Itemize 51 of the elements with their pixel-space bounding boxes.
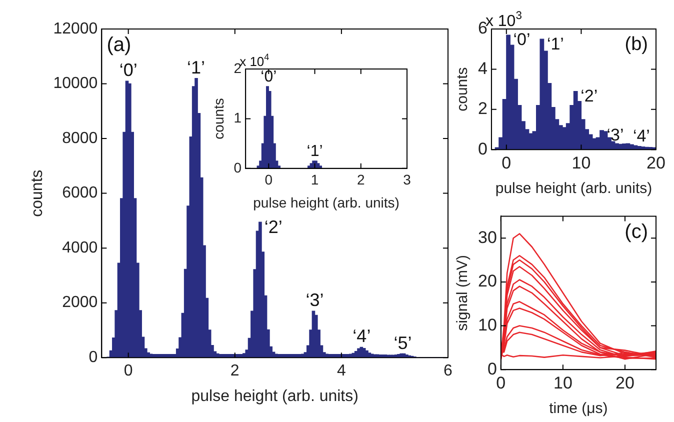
x-tick-label: 10 <box>553 373 572 392</box>
annotation: ‘1’ <box>546 34 564 54</box>
y-tick-label: 10000 <box>53 75 98 92</box>
x-tick-label: 20 <box>616 373 634 392</box>
annotation: ‘4’ <box>632 126 650 146</box>
x-axis-title: pulse height (arb. units) <box>253 194 400 210</box>
y-tick-label: 6000 <box>62 184 98 202</box>
x-tick-label: 0 <box>264 172 273 188</box>
y-tick-label: 1 <box>234 110 242 126</box>
annotation: ‘4’ <box>352 326 371 346</box>
annotation: ‘0’ <box>119 60 138 80</box>
annotation: (a) <box>106 34 132 56</box>
x-tick-label: 4 <box>336 362 346 380</box>
y-tick-label: 4 <box>478 58 488 78</box>
y-tick-label: 30 <box>478 228 497 247</box>
x-tick-label: 0 <box>502 153 512 172</box>
y-tick-label: 2 <box>478 99 488 118</box>
annotation: ‘0’ <box>513 30 530 50</box>
y-tick-label: 4000 <box>62 239 98 256</box>
annotation: ‘3’ <box>606 126 624 145</box>
x-axis-title: pulse height (arb. units) <box>191 388 358 405</box>
annotation: ‘3’ <box>306 290 324 310</box>
y-tick-label: 8000 <box>62 130 98 147</box>
annotation: ‘5’ <box>394 332 412 353</box>
annotation: ‘2’ <box>580 86 598 106</box>
x-tick-label: 20 <box>646 153 666 172</box>
annotation: (b) <box>624 34 648 55</box>
y-tick-label: 0 <box>88 349 98 366</box>
x-tick-label: 2 <box>356 172 365 188</box>
y-axis-title: counts <box>210 98 226 140</box>
annotation: (c) <box>624 221 648 244</box>
annotation: ‘2’ <box>264 216 282 237</box>
y-tick-label: 0 <box>478 139 488 158</box>
y-axis-title: counts <box>454 67 472 112</box>
x-tick-label: 3 <box>403 172 412 188</box>
y-axis-title: signal (mV) <box>454 254 472 331</box>
y-tick-label: 2000 <box>62 294 98 312</box>
y-tick-label: 10 <box>478 315 497 334</box>
x-axis-title: time (μs) <box>549 400 608 418</box>
annotation: ‘1’ <box>186 57 206 78</box>
x-tick-label: 1 <box>310 172 319 188</box>
y-tick-label: 6 <box>478 18 488 38</box>
x-axis-title: pulse height (arb. units) <box>495 180 652 198</box>
annotation: ‘1’ <box>306 142 323 160</box>
x-tick-label: 6 <box>444 362 453 380</box>
y-tick-label: 12000 <box>53 20 98 38</box>
y-axis-title: counts <box>29 170 46 217</box>
x-tick-label: 10 <box>572 153 591 172</box>
annotation: ‘0’ <box>260 68 277 86</box>
x-tick-label: 0 <box>124 362 133 380</box>
y-tick-label: 20 <box>478 272 497 291</box>
